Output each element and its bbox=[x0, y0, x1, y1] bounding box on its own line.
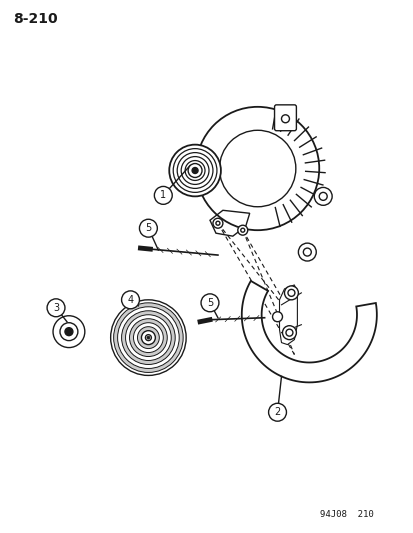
Circle shape bbox=[237, 225, 247, 235]
Circle shape bbox=[121, 311, 175, 365]
Circle shape bbox=[47, 299, 65, 317]
Circle shape bbox=[192, 167, 197, 173]
Circle shape bbox=[125, 315, 171, 360]
Circle shape bbox=[272, 312, 282, 322]
Circle shape bbox=[139, 219, 157, 237]
Circle shape bbox=[298, 243, 316, 261]
Text: 5: 5 bbox=[206, 298, 213, 308]
Text: 4: 4 bbox=[127, 295, 133, 305]
Circle shape bbox=[129, 319, 167, 357]
Circle shape bbox=[121, 291, 139, 309]
Circle shape bbox=[145, 335, 151, 341]
Polygon shape bbox=[279, 285, 297, 345]
Circle shape bbox=[60, 322, 78, 341]
Circle shape bbox=[313, 188, 331, 205]
Circle shape bbox=[117, 307, 179, 368]
Circle shape bbox=[282, 326, 296, 340]
Text: 8-210: 8-210 bbox=[13, 12, 58, 26]
Circle shape bbox=[188, 164, 202, 177]
Circle shape bbox=[169, 144, 221, 196]
Circle shape bbox=[141, 330, 155, 345]
Circle shape bbox=[113, 303, 183, 373]
Text: 1: 1 bbox=[160, 190, 166, 200]
Circle shape bbox=[137, 327, 159, 349]
Text: 2: 2 bbox=[274, 407, 280, 417]
Polygon shape bbox=[209, 211, 249, 236]
Text: 94J08  210: 94J08 210 bbox=[319, 510, 373, 519]
Circle shape bbox=[284, 286, 298, 300]
Text: 3: 3 bbox=[53, 303, 59, 313]
Circle shape bbox=[154, 187, 172, 204]
Text: 5: 5 bbox=[145, 223, 151, 233]
Circle shape bbox=[133, 322, 163, 352]
Polygon shape bbox=[241, 281, 376, 382]
Circle shape bbox=[110, 300, 186, 375]
FancyBboxPatch shape bbox=[274, 105, 296, 131]
Circle shape bbox=[65, 328, 73, 336]
Circle shape bbox=[212, 218, 222, 228]
Circle shape bbox=[53, 316, 85, 348]
Circle shape bbox=[147, 336, 150, 339]
Circle shape bbox=[268, 403, 286, 421]
Circle shape bbox=[201, 294, 218, 312]
